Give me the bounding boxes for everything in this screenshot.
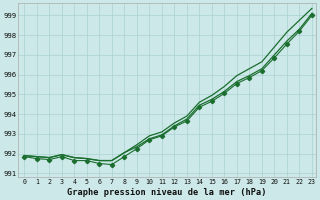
X-axis label: Graphe pression niveau de la mer (hPa): Graphe pression niveau de la mer (hPa) <box>67 188 267 197</box>
